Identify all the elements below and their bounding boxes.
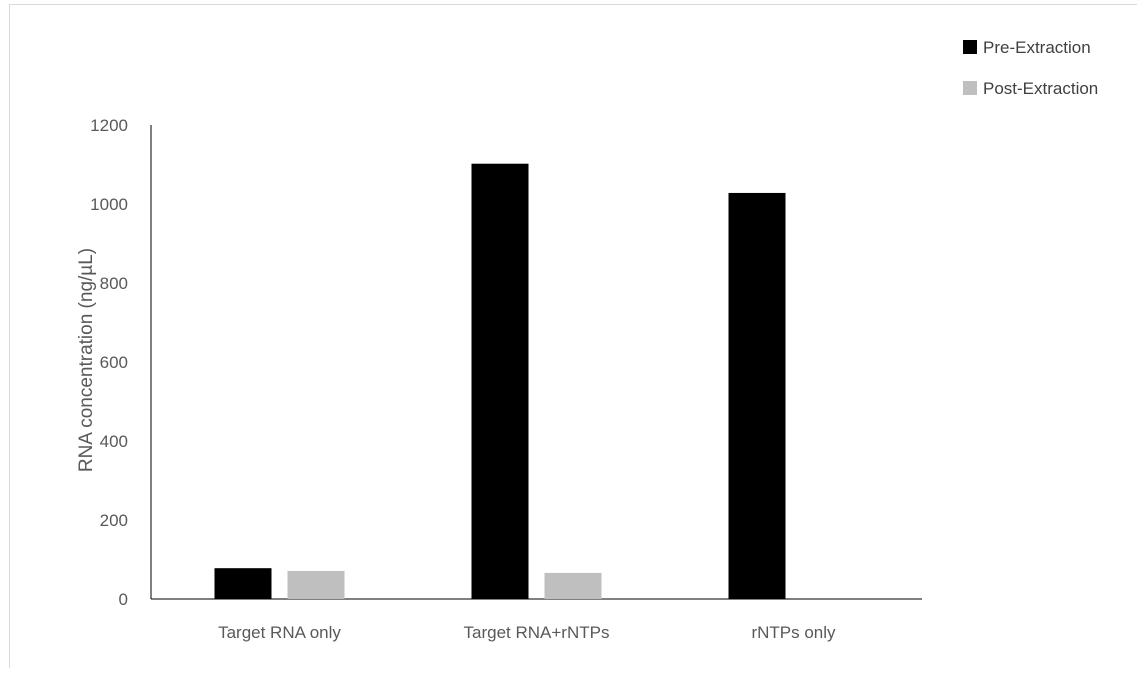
- bar-post-extraction: [544, 572, 602, 599]
- legend-label: Pre-Extraction: [983, 38, 1091, 57]
- legend: Pre-Extraction Post-Extraction: [963, 38, 1098, 98]
- legend-swatch: [963, 40, 977, 54]
- bar-pre-extraction: [728, 192, 786, 599]
- y-tick-label: 400: [100, 432, 128, 451]
- bar-pre-extraction: [471, 163, 529, 599]
- y-axis-title: RNA concentration (ng/µL): [76, 248, 97, 472]
- y-tick-label: 600: [100, 353, 128, 372]
- y-tick-label: 200: [100, 511, 128, 530]
- bar-post-extraction: [287, 570, 345, 599]
- x-tick-label: Target RNA+rNTPs: [464, 623, 610, 642]
- y-tick-label: 800: [100, 274, 128, 293]
- y-tick-label: 0: [119, 590, 128, 609]
- x-axis-ticks: Target RNA only Target RNA+rNTPs rNTPs onl…: [218, 623, 836, 642]
- bar-pre-extraction: [214, 568, 272, 599]
- chart-frame: [9, 4, 1137, 668]
- legend-swatch: [963, 81, 977, 95]
- y-tick-label: 1000: [90, 195, 128, 214]
- x-tick-label: Target RNA only: [218, 623, 341, 642]
- bars: [214, 163, 786, 599]
- y-tick-label: 1200: [90, 116, 128, 135]
- y-axis-ticks: 0 200 400 600 800 1000 1200: [90, 116, 128, 609]
- x-tick-label: rNTPs only: [751, 623, 836, 642]
- legend-label: Post-Extraction: [983, 79, 1098, 98]
